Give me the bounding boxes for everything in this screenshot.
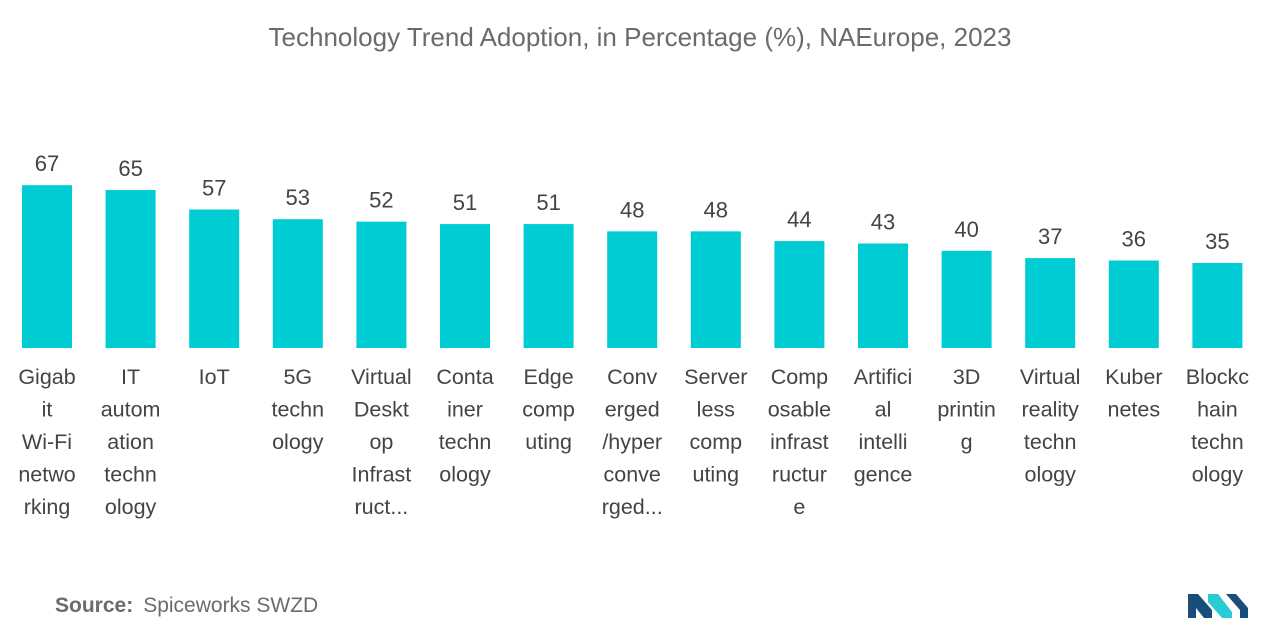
category-label-4: 5G techn ology <box>271 365 324 454</box>
source-line: Source: Spiceworks SWZD <box>55 594 318 618</box>
data-label-6: 51 <box>453 190 477 215</box>
bar-3 <box>189 209 240 348</box>
data-label-3: 57 <box>202 175 226 200</box>
source-value: Spiceworks SWZD <box>143 594 319 617</box>
category-label-5: Virtual Deskt op Infrast ruct... <box>351 365 412 519</box>
category-label-6: Conta iner techn ology <box>436 365 493 487</box>
chart-title: Technology Trend Adoption, in Percentage… <box>268 22 1012 52</box>
category-label-15: Blockc hain techn ology <box>1186 365 1250 487</box>
bar-6 <box>440 224 490 348</box>
category-label-8: Conv erged/hyper conve rged... <box>602 365 663 519</box>
category-label-12: 3D printin g <box>937 365 996 454</box>
category-label-10: Comp osable infrast ructur e <box>768 365 831 519</box>
bar-2 <box>105 190 156 348</box>
bar-14 <box>1108 260 1159 348</box>
source-label: Source: <box>55 594 134 617</box>
category-label-11: Artifici al intelli gence <box>854 365 913 487</box>
data-label-8: 48 <box>620 197 644 222</box>
data-label-7: 51 <box>536 190 560 215</box>
category-label-9: Server less comp uting <box>684 365 747 487</box>
data-label-12: 40 <box>954 217 978 242</box>
data-label-14: 36 <box>1122 227 1146 252</box>
bar-chart: 67 Gigab it Wi-Fi netwo rking 65 IT autom ation te… <box>18 151 1250 519</box>
data-label-2: 65 <box>118 156 142 181</box>
data-label-13: 37 <box>1038 224 1062 249</box>
bar-4 <box>272 219 323 348</box>
data-label-5: 52 <box>369 188 393 213</box>
category-label-7: Edge comp uting <box>522 365 575 454</box>
data-label-15: 35 <box>1205 229 1229 254</box>
category-label-13: Virtual reality techn ology <box>1020 365 1081 487</box>
bar-12 <box>941 250 992 348</box>
data-label-10: 44 <box>787 207 811 232</box>
data-label-1: 67 <box>35 151 59 176</box>
bar-11 <box>858 243 908 348</box>
bar-13 <box>1025 258 1076 348</box>
bar-15 <box>1192 262 1243 348</box>
data-label-4: 53 <box>286 185 310 210</box>
category-label-1: Gigab it Wi-Fi netwo rking <box>18 365 75 519</box>
category-label-2: IT autom ation techn ology <box>101 365 161 519</box>
data-label-11: 43 <box>871 210 895 235</box>
bar-7 <box>523 224 574 348</box>
bar-1 <box>22 185 72 348</box>
bar-5 <box>356 221 407 348</box>
data-label-9: 48 <box>704 197 728 222</box>
category-label-3: IoT <box>199 365 230 389</box>
bar-10 <box>774 241 825 348</box>
category-label-14: Kuber netes <box>1105 365 1162 422</box>
bar-8 <box>607 231 658 348</box>
mordor-logo-icon <box>1188 594 1248 618</box>
bar-9 <box>690 231 741 348</box>
